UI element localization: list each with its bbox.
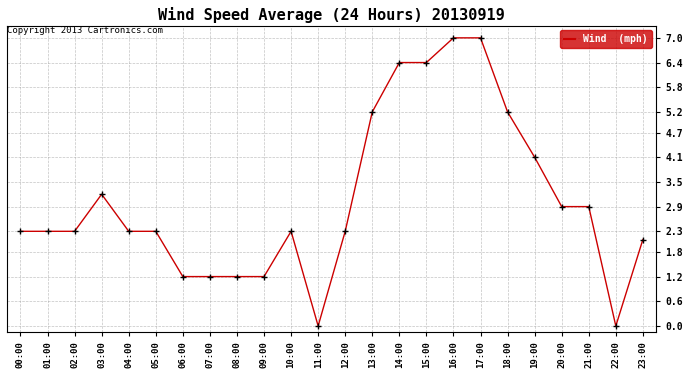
Title: Wind Speed Average (24 Hours) 20130919: Wind Speed Average (24 Hours) 20130919 xyxy=(158,7,505,23)
Text: Copyright 2013 Cartronics.com: Copyright 2013 Cartronics.com xyxy=(7,26,163,35)
Legend: Wind  (mph): Wind (mph) xyxy=(560,30,651,48)
